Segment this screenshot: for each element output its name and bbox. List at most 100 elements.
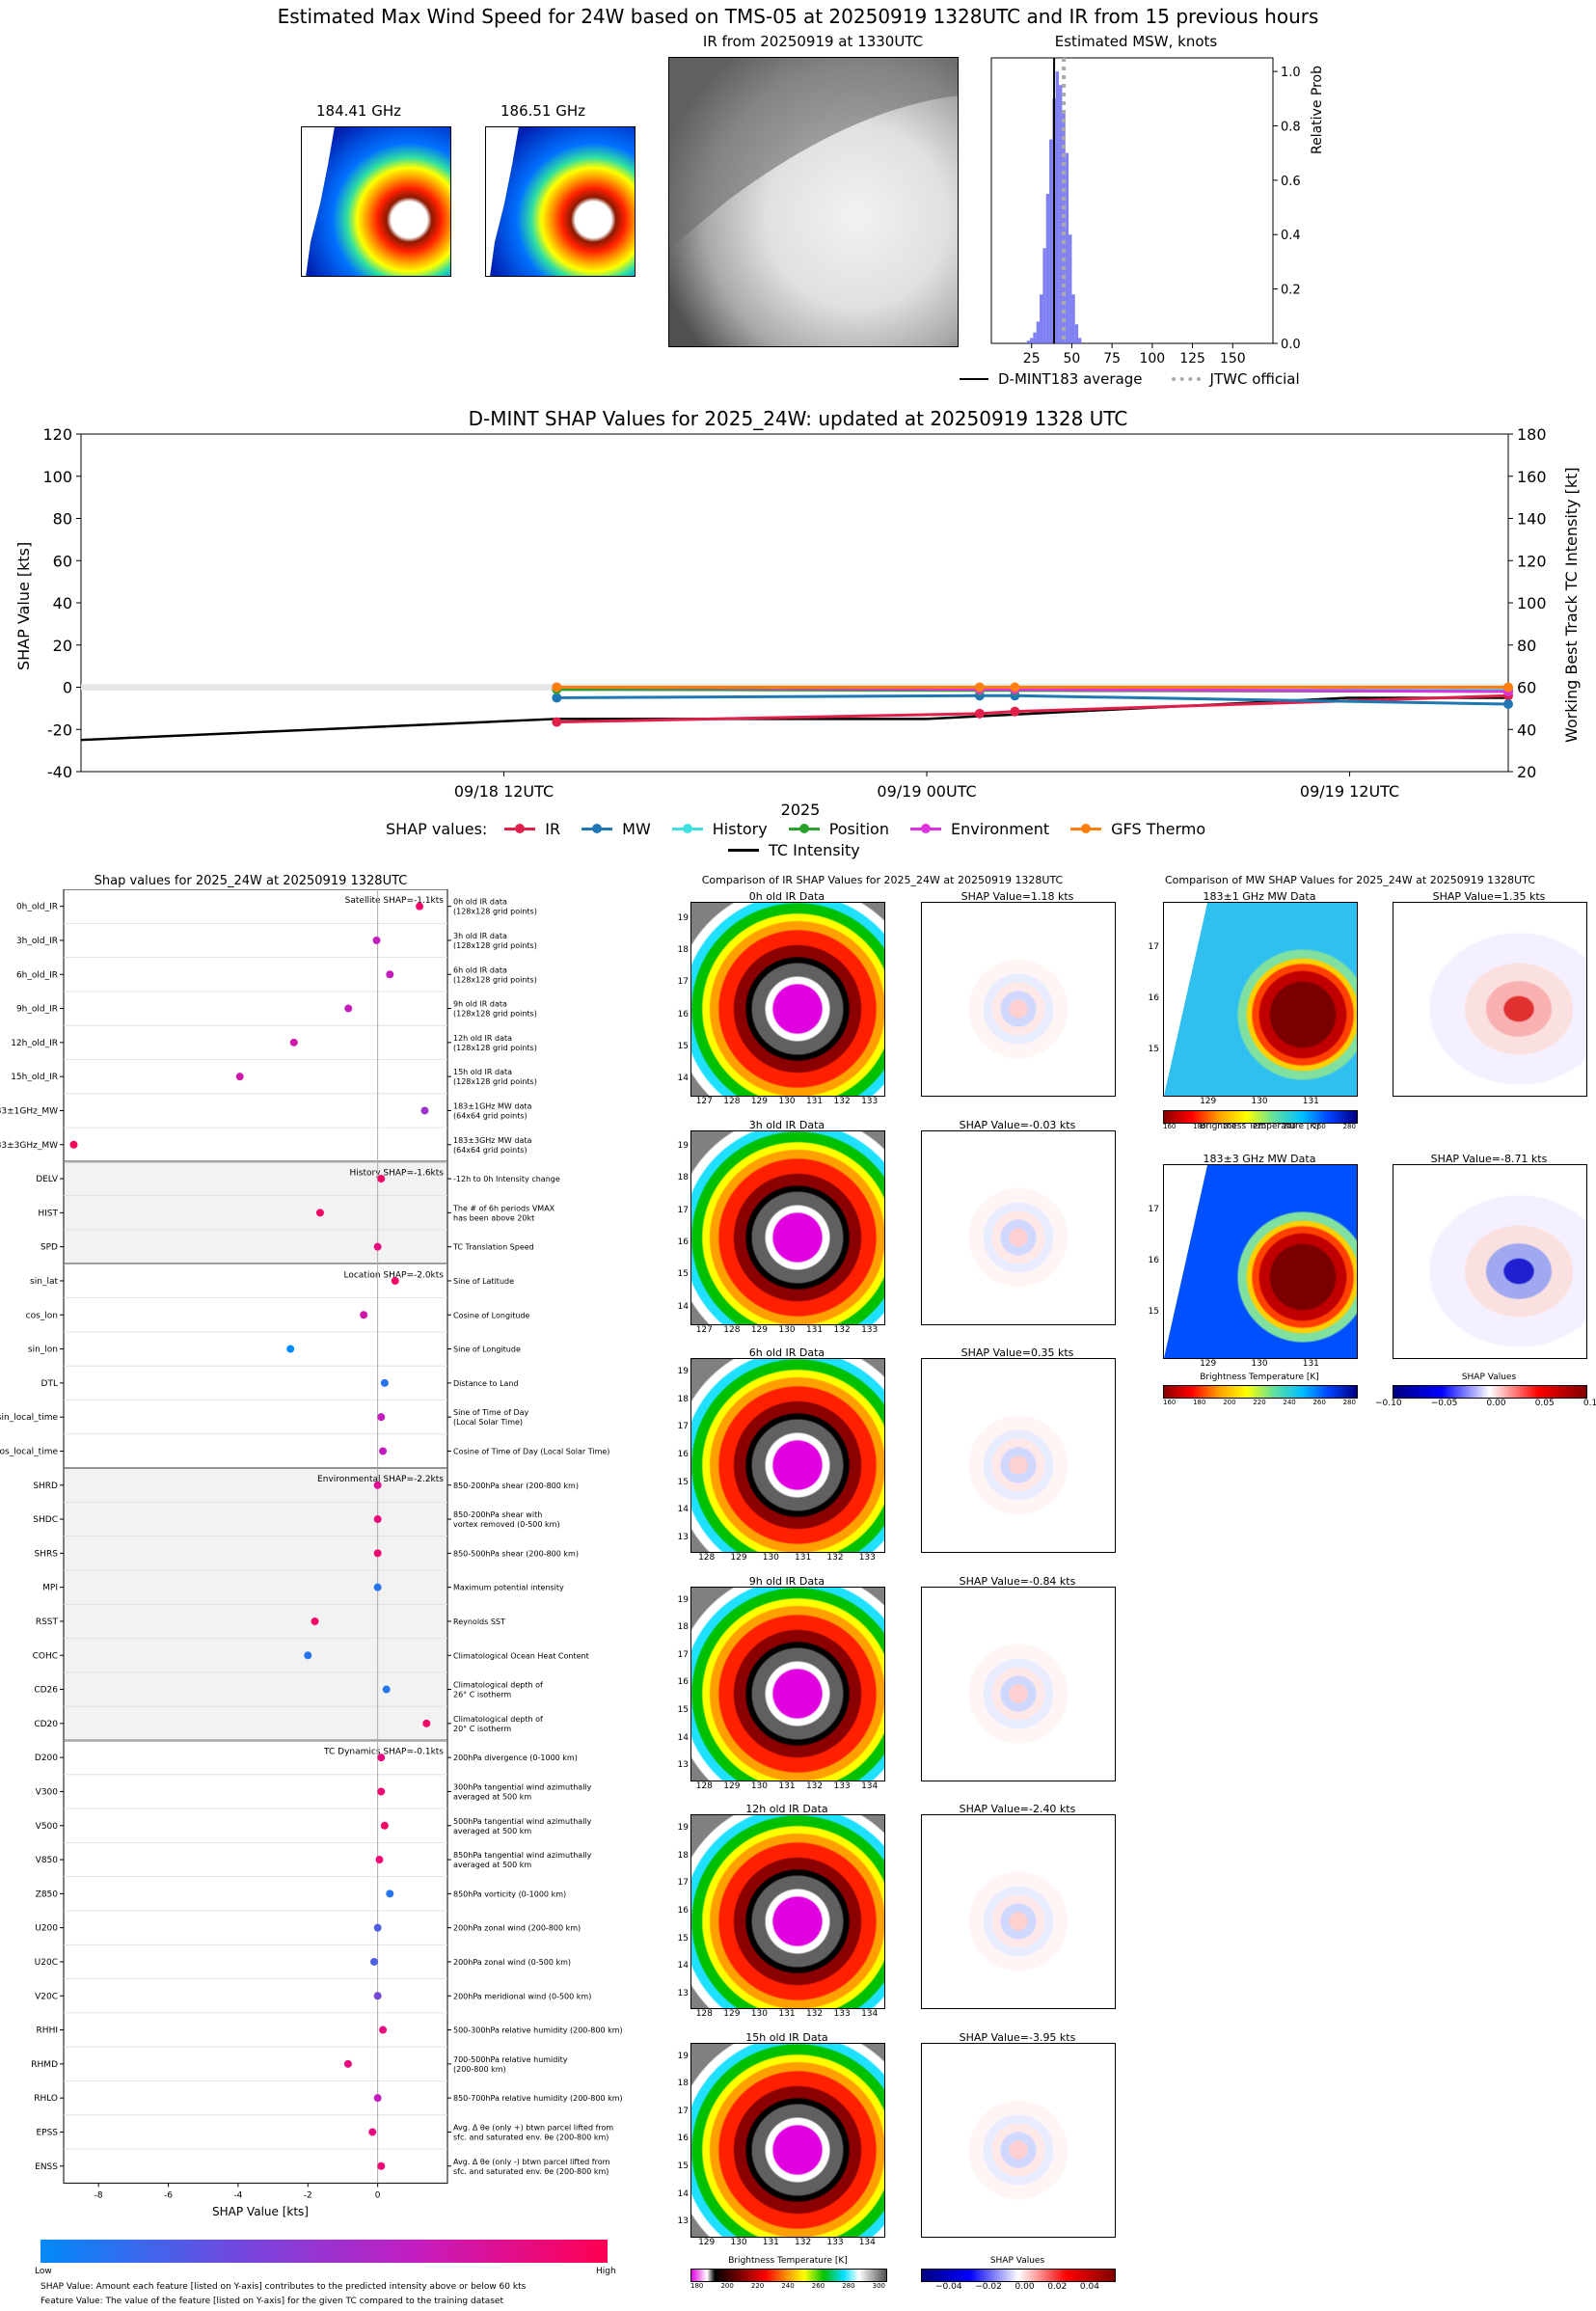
feature-name: SPD (41, 1243, 58, 1253)
series-point-mw (1503, 699, 1513, 709)
ir-xtick-label: 127 (695, 1097, 713, 1106)
feature-desc: Avg. Δ θe (only -) btwn parcel lifted fr… (453, 2158, 610, 2166)
feature-desc: -12h to 0h Intensity change (453, 1175, 560, 1183)
feature-shap-point (304, 1651, 312, 1660)
hist-bar (1078, 338, 1082, 343)
ir-shap-image (921, 1129, 1116, 1325)
mw1-label: 184.41 GHz (315, 102, 402, 120)
mw-ytick-label: 17 (1148, 1204, 1159, 1214)
series-point-gfs-thermo (1010, 682, 1020, 693)
feature-name: V500 (36, 1822, 59, 1832)
shap-timeseries-chart: -40 -20 0 20 40 60 80 100 120 20 40 60 80 100 120 140 16… (42, 425, 1547, 801)
colorbar-high: High (596, 2267, 616, 2276)
ts-legend-dot (592, 824, 603, 833)
ir-shap-cbar-tick: −0.04 (935, 2282, 962, 2292)
hist-ytick-label: 0.6 (1281, 175, 1301, 189)
feature-desc: Sine of Longitude (453, 1346, 521, 1354)
avg-line-swatch (960, 378, 988, 380)
ir-xtick-label: 132 (795, 2237, 812, 2247)
ir-xtick-label: 130 (778, 1097, 796, 1106)
ts-ytick-right-label: 160 (1517, 468, 1547, 486)
ir-ytick-label: 14 (677, 1961, 689, 1971)
feature-name: CD20 (34, 1720, 58, 1729)
feature-desc: 0h old IR data (453, 898, 507, 907)
feature-desc: Sine of Time of Day (453, 1408, 529, 1417)
feature-desc: (128x128 grid points) (453, 1010, 537, 1019)
ts-legend-dot (920, 824, 931, 833)
ir-cbar-tick: 240 (781, 2282, 795, 2290)
ir-xtick-label: 133 (833, 1781, 851, 1791)
feature-desc: (Local Solar Time) (453, 1418, 523, 1427)
mw-cbar-tick: 280 (1342, 1123, 1356, 1130)
ts-ytick-left-label: 60 (53, 552, 72, 570)
ir-cbar (690, 2269, 887, 2282)
mw-ytick-label: 16 (1148, 992, 1159, 1003)
ir-ytick-label: 14 (677, 2189, 689, 2199)
ir-xtick-label: 129 (750, 1097, 768, 1106)
feature-shap-point (360, 1311, 368, 1319)
ir-ytick-label: 15 (677, 1269, 689, 1280)
feature-desc: 15h old IR data (453, 1068, 512, 1076)
series-point-mw (552, 693, 562, 703)
mw-xtick-label: 131 (1302, 1359, 1319, 1369)
jtwc-line-swatch (1171, 377, 1201, 381)
ir-xtick-label: 130 (762, 1553, 779, 1563)
ir-xtick-label: 129 (698, 2237, 716, 2247)
ir-ytick-label: 19 (677, 2051, 689, 2061)
feature-shap-point (373, 1923, 382, 1932)
ir-shap-image (921, 1586, 1116, 1781)
ir-data-image (690, 1586, 885, 1781)
group-label: History SHAP=-1.6kts (350, 1168, 445, 1178)
feature-name: cos_local_time (0, 1447, 58, 1456)
feature-name: EPSS (36, 2128, 58, 2137)
hist-bar (1074, 324, 1079, 343)
hist-ytick-label: 0.2 (1281, 284, 1301, 298)
feature-shap-point (286, 1345, 295, 1353)
feature-desc: (128x128 grid points) (453, 941, 537, 950)
ts-legend-dot (798, 824, 809, 833)
mw-cbar-tick: 180 (1193, 1123, 1206, 1130)
mw-shap-cbar-tick: 0.10 (1582, 1399, 1596, 1408)
mw-xtick-label: 129 (1200, 1359, 1217, 1369)
ir-ytick-label: 17 (677, 1422, 689, 1432)
feature-desc: Sine of Latitude (453, 1277, 514, 1286)
ts-legend-dot (1081, 824, 1092, 833)
legend-avg: D-MINT183 average (998, 370, 1143, 388)
ir-yticks: 19 18 17 16 15 14 13 (675, 2043, 689, 2236)
ir-xtick-label: 130 (778, 1324, 796, 1335)
mw-swath-edge (1164, 903, 1207, 1096)
ir-row-label: 3h old IR Data (748, 1118, 825, 1131)
feature-desc: Reynolds SST (453, 1618, 505, 1626)
mw-xtick-label: 129 (1200, 1097, 1217, 1106)
ir-shap-image (921, 2042, 1116, 2238)
ir-data-image (690, 1358, 885, 1553)
ir-xtick-label: 131 (805, 1097, 824, 1106)
ir-cbar-tick: 260 (811, 2282, 825, 2290)
hist-bar (1033, 332, 1037, 343)
ir-xtick-label: 129 (730, 1553, 747, 1563)
feature-desc: averaged at 500 km (453, 1827, 531, 1835)
legend-jtwc: JTWC official (1209, 370, 1300, 388)
feature-shap-point (380, 1378, 389, 1387)
feature-name: 12h_old_IR (11, 1039, 58, 1048)
ir-row-shap: SHAP Value=-3.95 kts (959, 2030, 1076, 2044)
feature-desc: (128x128 grid points) (453, 1044, 537, 1052)
feature-desc: 700-500hPa relative humidity (453, 2055, 568, 2064)
ir-row-label: 6h old IR Data (748, 1346, 825, 1359)
ir-xtick-label: 132 (833, 1097, 851, 1106)
ir-xtick-label: 133 (858, 1553, 876, 1563)
ir-xtick-label: 132 (826, 1553, 844, 1563)
mw-ytick-label: 16 (1148, 1255, 1159, 1265)
feature-desc: has been above 20kt (453, 1213, 534, 1222)
ts-legend-dot (682, 824, 692, 833)
hist-xtick-label: 100 (1139, 351, 1165, 367)
feature-desc: 850-700hPa relative humidity (200-800 km… (453, 2094, 623, 2103)
feature-name: 183±1GHz_MW (0, 1106, 58, 1116)
ir-xticks: 127 128 129 130 131 132 133 (690, 1325, 883, 1335)
hist-ytick-label: 0.4 (1281, 229, 1301, 243)
ir-ytick-label: 15 (677, 1041, 689, 1051)
feat-xtick-label: 0 (375, 2190, 381, 2200)
ir-ytick-label: 14 (677, 1505, 689, 1515)
hist-frame (990, 57, 1274, 344)
ts-ytick-right-label: 140 (1517, 510, 1547, 529)
